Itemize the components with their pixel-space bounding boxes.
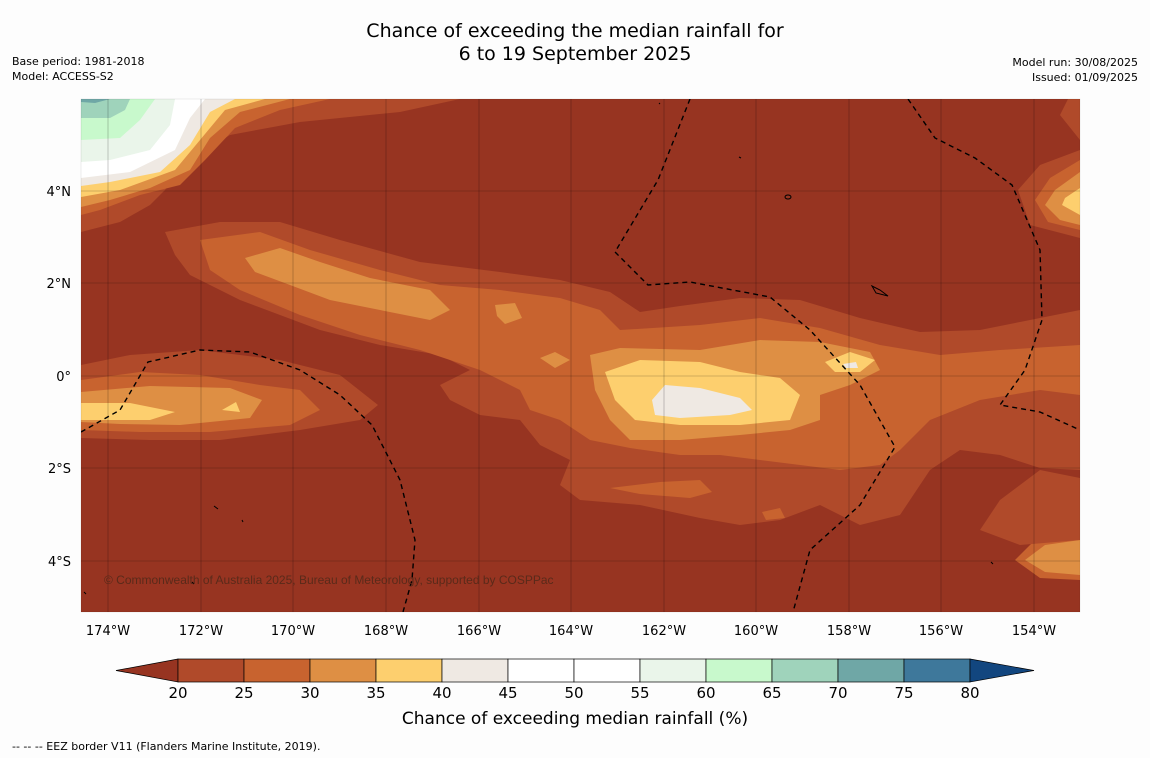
lon-tick-label: 174°W <box>86 624 130 639</box>
colorbar-tick-label: 35 <box>366 684 386 702</box>
colorbar-tick-label: 20 <box>168 684 188 702</box>
contour-30-35-spot2 <box>540 352 570 368</box>
model-run-text: Model run: 30/08/2025 <box>1012 56 1138 69</box>
colorbar-swatch <box>573 658 641 683</box>
colorbar-swatch <box>441 658 509 683</box>
issued-text: Issued: 01/09/2025 <box>1031 71 1138 84</box>
lon-tick-label: 172°W <box>179 624 223 639</box>
colorbar-over-triangle <box>969 658 1035 683</box>
contour-35-40-east <box>825 352 875 372</box>
colorbar-swatch <box>375 658 443 683</box>
lat-tick-label: 2°S <box>48 462 71 477</box>
lon-tick-label: 166°W <box>457 624 501 639</box>
colorbar-swatch <box>507 658 575 683</box>
lon-tick-labels: 174°W 172°W 170°W 168°W 166°W 164°W 162°… <box>86 624 1056 639</box>
lat-tick-label: 4°N <box>47 185 72 200</box>
colorbar-tick-label: 25 <box>234 684 254 702</box>
contour-30-35-east <box>1045 172 1080 225</box>
colorbar-swatch <box>837 658 905 683</box>
colorbar <box>115 658 1035 683</box>
lon-tick-label: 170°W <box>271 624 315 639</box>
lat-tick-label: 0° <box>56 370 71 385</box>
map-frame <box>80 98 1081 613</box>
contour-20-25-se <box>980 470 1080 545</box>
colorbar-tick-label: 30 <box>300 684 320 702</box>
colorbar-swatch <box>177 658 245 683</box>
lon-tick-label: 156°W <box>919 624 963 639</box>
colorbar-under-triangle <box>115 658 179 683</box>
colorbar-tick-label: 40 <box>432 684 452 702</box>
lon-tick-label: 164°W <box>549 624 593 639</box>
contour-40-45-east <box>843 362 858 368</box>
lon-tick-label: 162°W <box>642 624 686 639</box>
lon-gridlines <box>107 99 1035 612</box>
colorbar-tick-label: 80 <box>960 684 980 702</box>
title-line-1: Chance of exceeding the median rainfall … <box>366 20 784 42</box>
colorbar-tick-label: 60 <box>696 684 716 702</box>
lat-gridlines <box>81 190 1080 562</box>
colorbar-swatch <box>639 658 707 683</box>
contour-35-40-west-spot <box>222 402 240 412</box>
lat-tick-label: 2°N <box>47 277 72 292</box>
colorbar-tick-label: 65 <box>762 684 782 702</box>
model-text: Model: ACCESS-S2 <box>12 70 114 83</box>
lon-tick-label: 168°W <box>364 624 408 639</box>
contour-30-35-west2 <box>250 252 390 305</box>
islands <box>83 102 994 595</box>
lon-tick-label: 158°W <box>827 624 871 639</box>
title-line-2: 6 to 19 September 2025 <box>458 43 692 65</box>
contour-35-40-east2 <box>1062 188 1080 215</box>
map-plot-area: © Commonwealth of Australia 2025, Bureau… <box>81 99 1080 612</box>
copyright-text: © Commonwealth of Australia 2025, Bureau… <box>104 573 554 587</box>
contour-20-25-ne <box>1060 99 1080 140</box>
colorbar-swatch <box>903 658 971 683</box>
contour-35-40-west <box>81 403 175 420</box>
contour-25-30-south2 <box>762 508 785 520</box>
colorbar-tick-label: 45 <box>498 684 518 702</box>
contour-65-70-nw <box>81 99 130 118</box>
lat-tick-labels: 4°N 2°N 0° 2°S 4°S <box>47 185 72 570</box>
contour-30-35-se <box>1025 540 1080 575</box>
contour-30-35-spot <box>495 303 522 324</box>
base-period-text: Base period: 1981-2018 <box>12 55 145 68</box>
colorbar-label: Chance of exceeding median rainfall (%) <box>401 709 749 729</box>
colorbar-swatch <box>243 658 311 683</box>
colorbar-swatch <box>309 658 377 683</box>
contour-70-75-nw <box>81 99 110 103</box>
colorbar-tick-label: 70 <box>828 684 848 702</box>
colorbar-tick-label: 75 <box>894 684 914 702</box>
lat-tick-label: 4°S <box>48 555 71 570</box>
eez-footnote: -- -- -- EEZ border V11 (Flanders Marine… <box>12 740 321 753</box>
contour-40-45-central <box>652 385 752 418</box>
lon-tick-label: 160°W <box>734 624 778 639</box>
contour-25-30-south <box>610 480 712 498</box>
eez-borders <box>81 99 1080 612</box>
colorbar-swatch <box>705 658 773 683</box>
colorbar-swatch <box>771 658 839 683</box>
lon-tick-label: 154°W <box>1012 624 1056 639</box>
colorbar-tick-label: 55 <box>630 684 650 702</box>
colorbar-tick-label: 50 <box>564 684 584 702</box>
